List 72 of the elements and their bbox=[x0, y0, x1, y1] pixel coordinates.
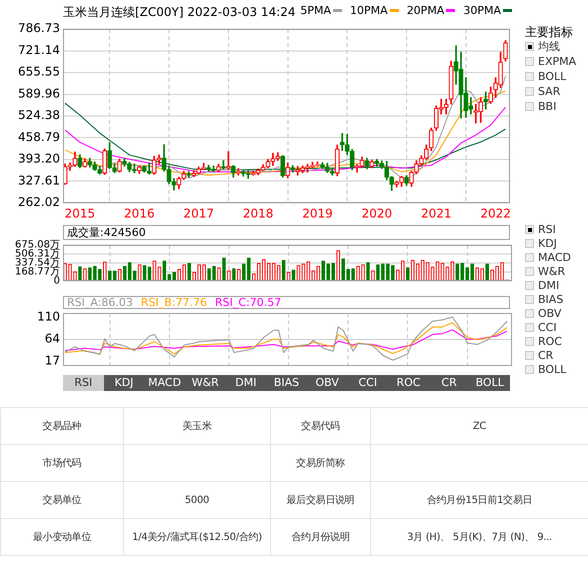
category-label: 最小变动单位 bbox=[0, 518, 124, 556]
y-tick-label: 393.20 bbox=[18, 152, 60, 166]
text: ROC bbox=[395, 375, 422, 391]
y-tick-label: 655.55 bbox=[18, 64, 60, 79]
text: RSI_B:77.76 bbox=[140, 296, 208, 309]
y-tick-label: 786.73 bbox=[18, 21, 60, 36]
x-tick-label: 2020 bbox=[362, 206, 392, 220]
y-tick-label: 458.79 bbox=[18, 130, 60, 144]
y-tick-label: 524.38 bbox=[18, 108, 60, 122]
y-tick-label: 721.14 bbox=[18, 42, 60, 57]
text: W&R bbox=[538, 265, 566, 278]
legend-label: 10PMA bbox=[350, 4, 388, 17]
text: KDJ bbox=[113, 375, 134, 391]
category-label: 最后交易日说明 bbox=[270, 482, 370, 518]
text: CCI bbox=[538, 321, 557, 334]
x-tick-label: 2016 bbox=[124, 206, 155, 220]
text: 5000 bbox=[184, 494, 210, 506]
text: DMI bbox=[234, 375, 258, 391]
category-label: 交易所简称 bbox=[270, 444, 370, 482]
text: BOLL bbox=[474, 375, 505, 391]
text: BIAS bbox=[538, 293, 564, 306]
y-tick-label: 110 bbox=[37, 310, 60, 324]
y-tick-label: 589.96 bbox=[18, 86, 60, 100]
x-tick-label: 2017 bbox=[183, 206, 214, 220]
text: RSI_A:86.03 bbox=[67, 296, 133, 309]
legend-label: 5PMA bbox=[300, 4, 332, 17]
text: MACD bbox=[538, 251, 571, 264]
text: DMI bbox=[538, 279, 560, 292]
category-label: 交易单位 bbox=[0, 482, 124, 518]
text: RSI_C:70.57 bbox=[215, 296, 282, 309]
text: 美玉米 bbox=[182, 421, 212, 432]
text: BOLL bbox=[538, 69, 566, 84]
text: BIAS bbox=[272, 375, 300, 391]
text: 均线 bbox=[538, 39, 560, 54]
text: RSI bbox=[63, 375, 104, 391]
text: BBI bbox=[538, 99, 556, 114]
text: ZC bbox=[472, 420, 486, 432]
legend-label: 30PMA bbox=[463, 4, 501, 17]
x-tick-label: 2015 bbox=[64, 206, 96, 220]
text: 1/4美分/蒲式耳($12.50/合约) bbox=[132, 532, 262, 543]
text: OBV bbox=[538, 307, 562, 320]
text: 主要指标 bbox=[525, 24, 573, 41]
text: OBV bbox=[314, 375, 340, 391]
text: BOLL bbox=[538, 363, 566, 376]
y-tick-label: 0 bbox=[54, 276, 60, 287]
text: ROC bbox=[538, 335, 562, 348]
x-tick-label: 2018 bbox=[242, 206, 274, 220]
text: CR bbox=[440, 375, 458, 391]
x-tick-label: 2019 bbox=[302, 206, 333, 220]
text: W&R bbox=[190, 375, 220, 391]
x-tick-label: 2022 bbox=[480, 206, 511, 220]
text: 成交量:424560 bbox=[67, 226, 146, 239]
text: CR bbox=[538, 349, 554, 362]
legend-label: 20PMA bbox=[406, 4, 444, 17]
y-tick-label: 64 bbox=[44, 331, 60, 346]
text: CCI bbox=[358, 375, 378, 391]
x-tick-label: 2021 bbox=[420, 206, 452, 220]
text: KDJ bbox=[538, 237, 557, 250]
text: 3月 (H)、 5月(K)、7月 (N)、 9... bbox=[407, 532, 552, 543]
chart-title: 玉米当月连续[ZC00Y] 2022-03-03 14:24 bbox=[63, 4, 296, 21]
text: MACD bbox=[147, 375, 182, 391]
y-tick-label: 327.61 bbox=[18, 173, 60, 188]
text: RSI bbox=[538, 223, 556, 236]
category-label: 合约月份说明 bbox=[270, 518, 370, 556]
category-label: 交易代码 bbox=[270, 408, 370, 444]
category-label: 市场代码 bbox=[0, 444, 124, 482]
y-tick-label: 17 bbox=[44, 354, 60, 368]
category-label: 交易品种 bbox=[0, 408, 124, 444]
y-tick-label: 262.02 bbox=[18, 195, 60, 210]
text: SAR bbox=[538, 84, 560, 99]
text: EXPMA bbox=[538, 54, 576, 69]
text: 合约月份15日前1交易日 bbox=[426, 495, 532, 506]
